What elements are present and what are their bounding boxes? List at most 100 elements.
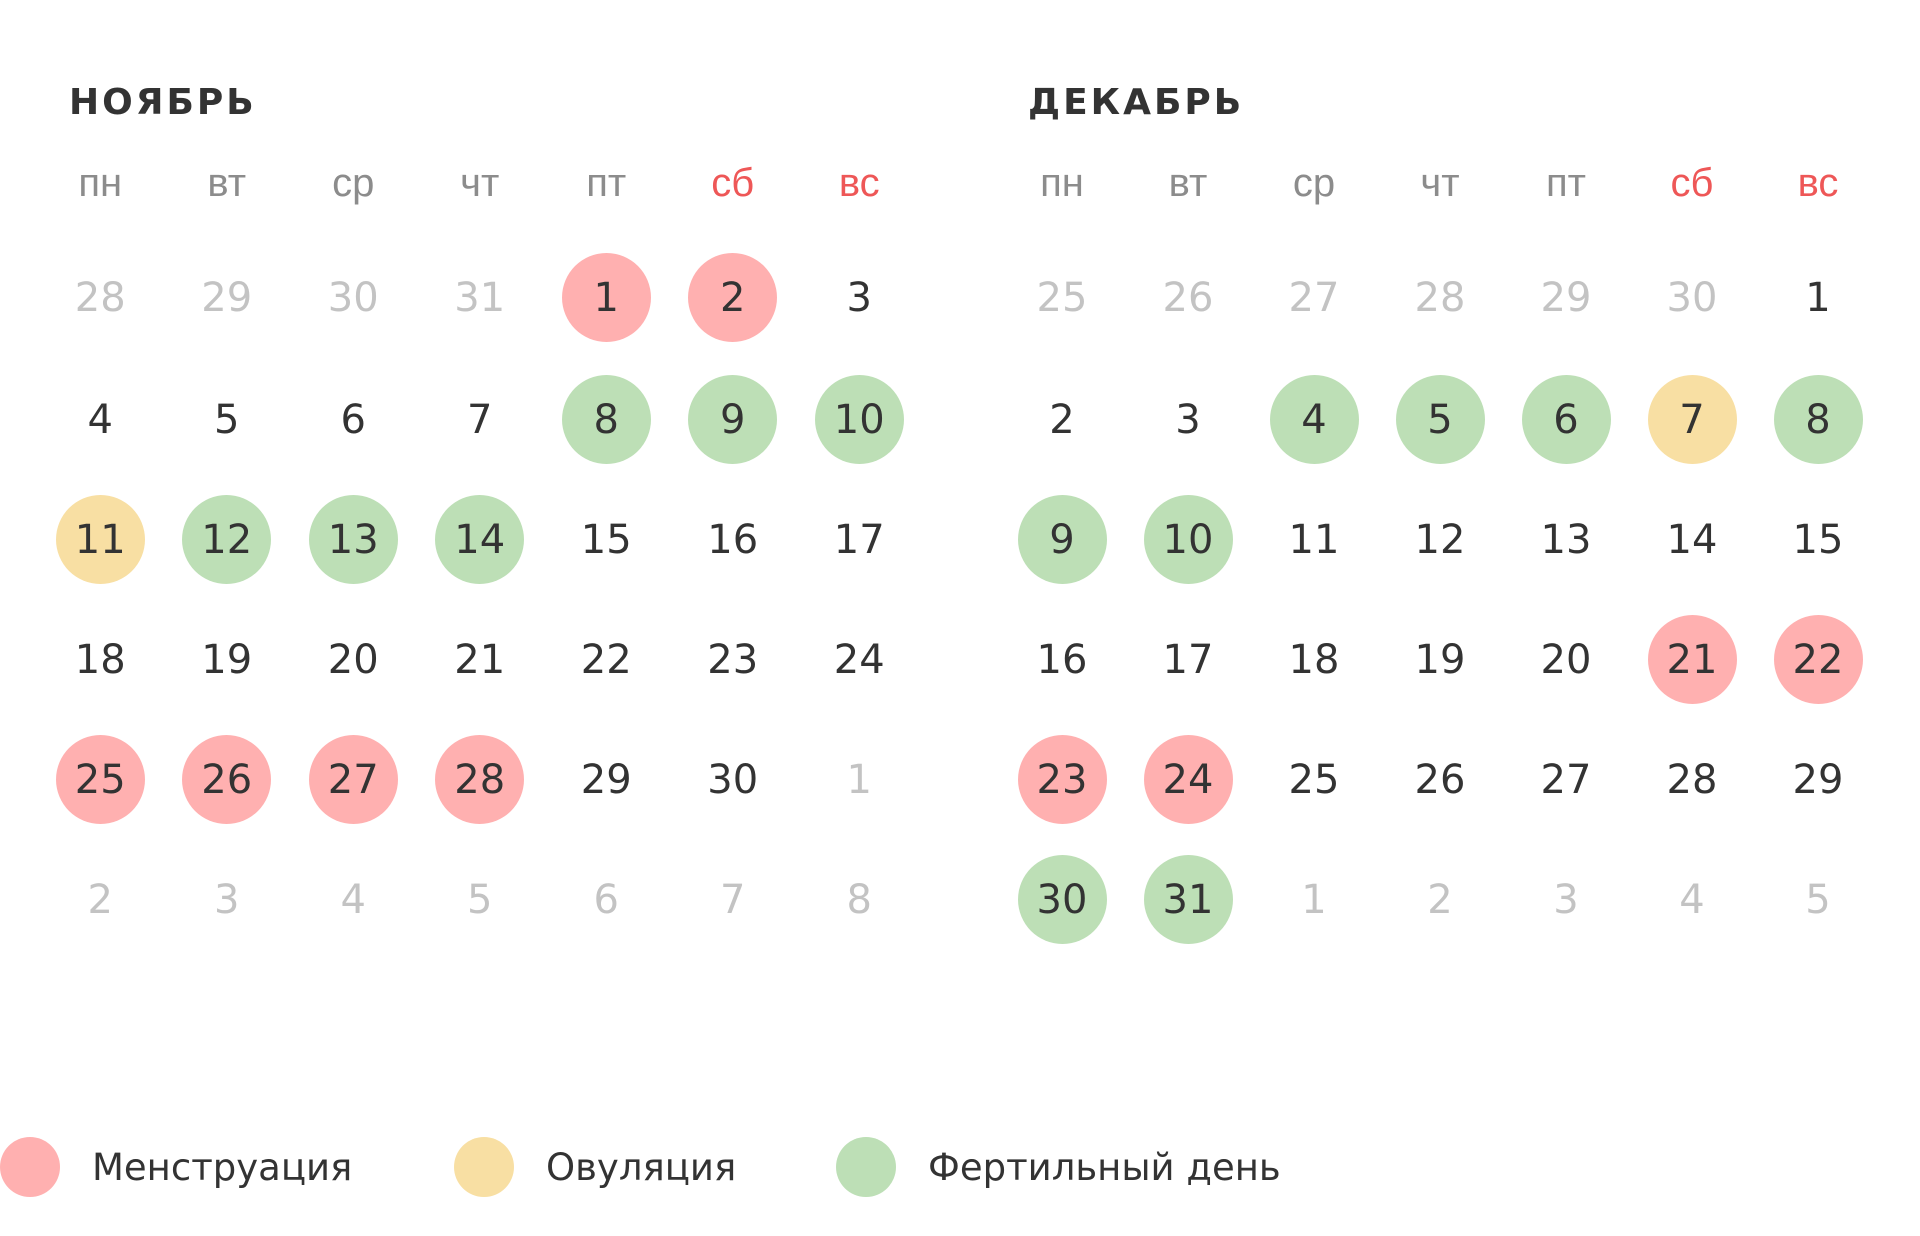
day[interactable]: 15 [580,516,632,563]
day-cell[interactable]: 4 [37,375,164,464]
day[interactable]: 17 [1162,636,1214,683]
day[interactable]: 12 [1414,516,1466,563]
day-cell[interactable]: 2 [1377,855,1503,944]
day-cell[interactable]: 3 [1125,375,1251,464]
day-cell[interactable]: 16 [999,615,1125,704]
day-other[interactable]: 3 [1553,876,1579,923]
day-cell[interactable]: 1 [1755,253,1881,342]
day-fertile[interactable]: 14 [435,495,525,584]
day-cell[interactable]: 15 [1755,495,1881,584]
day-cell[interactable]: 2 [670,253,797,342]
day-cell[interactable]: 27 [1503,735,1629,824]
day[interactable]: 29 [1792,756,1844,803]
day[interactable]: 22 [580,636,632,683]
day-cell[interactable]: 1 [543,253,670,342]
day[interactable]: 3 [1175,396,1201,443]
day[interactable]: 5 [214,396,240,443]
day-cell[interactable]: 31 [1125,855,1251,944]
day-cell[interactable]: 26 [164,735,291,824]
day-other[interactable]: 29 [201,274,253,321]
day-cell[interactable]: 5 [417,855,544,944]
day-cell[interactable]: 28 [1377,253,1503,342]
day-cell[interactable]: 18 [37,615,164,704]
day-other[interactable]: 25 [1036,274,1088,321]
day-cell[interactable]: 20 [1503,615,1629,704]
day-cell[interactable]: 22 [1755,615,1881,704]
day-cell[interactable]: 29 [543,735,670,824]
day-cell[interactable]: 23 [999,735,1125,824]
day[interactable]: 25 [1288,756,1340,803]
day-other[interactable]: 29 [1540,274,1592,321]
day-cell[interactable]: 12 [164,495,291,584]
day-cell[interactable]: 14 [417,495,544,584]
day-cell[interactable]: 15 [543,495,670,584]
day-cell[interactable]: 22 [543,615,670,704]
day-cell[interactable]: 5 [1377,375,1503,464]
day-other[interactable]: 5 [1805,876,1831,923]
day-cell[interactable]: 29 [164,253,291,342]
day[interactable]: 1 [1805,274,1831,321]
day-other[interactable]: 3 [214,876,240,923]
day-ovulation[interactable]: 11 [55,495,145,584]
day-other[interactable]: 28 [1414,274,1466,321]
day-fertile[interactable]: 5 [1395,375,1485,464]
day-cell[interactable]: 8 [1755,375,1881,464]
day[interactable]: 6 [340,396,366,443]
day-cell[interactable]: 6 [543,855,670,944]
day[interactable]: 29 [580,756,632,803]
day[interactable]: 2 [1049,396,1075,443]
day-cell[interactable]: 14 [1629,495,1755,584]
day-cell[interactable]: 3 [796,253,923,342]
day[interactable]: 17 [833,516,885,563]
day-other[interactable]: 5 [467,876,493,923]
day[interactable]: 15 [1792,516,1844,563]
day-fertile[interactable]: 31 [1143,855,1233,944]
day-cell[interactable]: 26 [1377,735,1503,824]
day[interactable]: 21 [454,636,506,683]
day[interactable]: 20 [327,636,379,683]
day-menstruation[interactable]: 26 [182,735,272,824]
day-menstruation[interactable]: 28 [435,735,525,824]
day-fertile[interactable]: 9 [1017,495,1107,584]
day-cell[interactable]: 8 [543,375,670,464]
day-cell[interactable]: 5 [164,375,291,464]
day-cell[interactable]: 28 [1629,735,1755,824]
day-menstruation[interactable]: 22 [1773,615,1863,704]
day-cell[interactable]: 7 [417,375,544,464]
day-cell[interactable]: 29 [1503,253,1629,342]
day-cell[interactable]: 9 [670,375,797,464]
day-cell[interactable]: 27 [290,735,417,824]
day-fertile[interactable]: 13 [308,495,398,584]
day-other[interactable]: 1 [846,756,872,803]
day-cell[interactable]: 20 [290,615,417,704]
day-cell[interactable]: 10 [1125,495,1251,584]
day-cell[interactable]: 8 [796,855,923,944]
day[interactable]: 30 [707,756,759,803]
day-cell[interactable]: 7 [1629,375,1755,464]
day[interactable]: 23 [707,636,759,683]
day-cell[interactable]: 30 [290,253,417,342]
day[interactable]: 11 [1288,516,1340,563]
day-menstruation[interactable]: 27 [308,735,398,824]
day[interactable]: 24 [833,636,885,683]
day-other[interactable]: 6 [593,876,619,923]
day-other[interactable]: 4 [1679,876,1705,923]
day-cell[interactable]: 6 [1503,375,1629,464]
day-cell[interactable]: 24 [1125,735,1251,824]
day-cell[interactable]: 19 [1377,615,1503,704]
day-cell[interactable]: 4 [1251,375,1377,464]
day-cell[interactable]: 3 [1503,855,1629,944]
day-cell[interactable]: 11 [1251,495,1377,584]
day[interactable]: 28 [1666,756,1718,803]
day-other[interactable]: 30 [1666,274,1718,321]
day-cell[interactable]: 17 [1125,615,1251,704]
day-other[interactable]: 26 [1162,274,1214,321]
day-menstruation[interactable]: 21 [1647,615,1737,704]
day-cell[interactable]: 6 [290,375,417,464]
day-fertile[interactable]: 8 [1773,375,1863,464]
day[interactable]: 4 [87,396,113,443]
day-cell[interactable]: 23 [670,615,797,704]
day-other[interactable]: 30 [327,274,379,321]
day-menstruation[interactable]: 23 [1017,735,1107,824]
day[interactable]: 16 [1036,636,1088,683]
